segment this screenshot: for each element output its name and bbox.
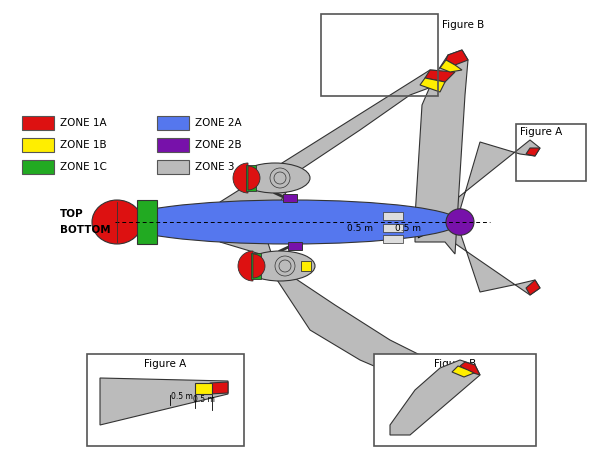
FancyBboxPatch shape: [137, 200, 157, 244]
FancyBboxPatch shape: [283, 194, 297, 202]
FancyBboxPatch shape: [157, 160, 189, 174]
FancyBboxPatch shape: [301, 261, 311, 271]
Text: ZONE 1B: ZONE 1B: [60, 140, 107, 150]
Text: 0.5 m: 0.5 m: [171, 392, 193, 401]
Polygon shape: [430, 140, 540, 227]
Ellipse shape: [92, 200, 142, 244]
Polygon shape: [210, 382, 228, 394]
Wedge shape: [248, 166, 260, 190]
Polygon shape: [420, 78, 445, 92]
FancyBboxPatch shape: [157, 116, 189, 130]
Polygon shape: [526, 148, 540, 156]
FancyBboxPatch shape: [374, 354, 536, 446]
Polygon shape: [415, 355, 440, 376]
Text: 0.5 m: 0.5 m: [395, 224, 421, 233]
FancyBboxPatch shape: [246, 165, 256, 191]
Text: BOTTOM: BOTTOM: [60, 225, 110, 235]
Polygon shape: [526, 280, 540, 295]
Wedge shape: [253, 254, 265, 278]
Text: ZONE 2B: ZONE 2B: [195, 140, 242, 150]
Text: Figure B: Figure B: [442, 20, 484, 30]
Text: ZONE 3: ZONE 3: [195, 162, 235, 172]
Polygon shape: [460, 362, 480, 375]
Polygon shape: [425, 70, 455, 82]
Ellipse shape: [245, 251, 315, 281]
Text: ZONE 2A: ZONE 2A: [195, 118, 242, 128]
FancyBboxPatch shape: [251, 253, 261, 279]
Text: Figure B: Figure B: [434, 359, 476, 369]
FancyBboxPatch shape: [22, 116, 54, 130]
FancyBboxPatch shape: [383, 235, 403, 243]
Polygon shape: [415, 50, 468, 254]
Text: Figure A: Figure A: [520, 127, 562, 137]
Polygon shape: [195, 383, 212, 394]
Text: Figure A: Figure A: [145, 359, 187, 369]
FancyBboxPatch shape: [383, 212, 403, 220]
Polygon shape: [390, 360, 480, 435]
Wedge shape: [238, 251, 253, 281]
Text: 0.5 m: 0.5 m: [347, 224, 373, 233]
FancyBboxPatch shape: [288, 242, 302, 250]
Wedge shape: [233, 163, 248, 193]
Polygon shape: [420, 365, 455, 390]
Text: 0.5 m: 0.5 m: [193, 395, 215, 404]
FancyBboxPatch shape: [87, 354, 244, 446]
Ellipse shape: [240, 163, 310, 193]
Text: ZONE 1A: ZONE 1A: [60, 118, 107, 128]
FancyBboxPatch shape: [22, 138, 54, 152]
Polygon shape: [452, 366, 474, 377]
FancyBboxPatch shape: [383, 224, 403, 232]
Polygon shape: [220, 202, 455, 390]
FancyBboxPatch shape: [22, 160, 54, 174]
Text: TOP: TOP: [60, 209, 83, 219]
Polygon shape: [220, 70, 455, 242]
Text: ZONE 1C: ZONE 1C: [60, 162, 107, 172]
FancyBboxPatch shape: [157, 138, 189, 152]
Polygon shape: [430, 217, 540, 295]
Ellipse shape: [446, 209, 474, 235]
Polygon shape: [446, 50, 468, 65]
Polygon shape: [100, 378, 228, 425]
Polygon shape: [440, 60, 462, 72]
Ellipse shape: [120, 200, 460, 244]
